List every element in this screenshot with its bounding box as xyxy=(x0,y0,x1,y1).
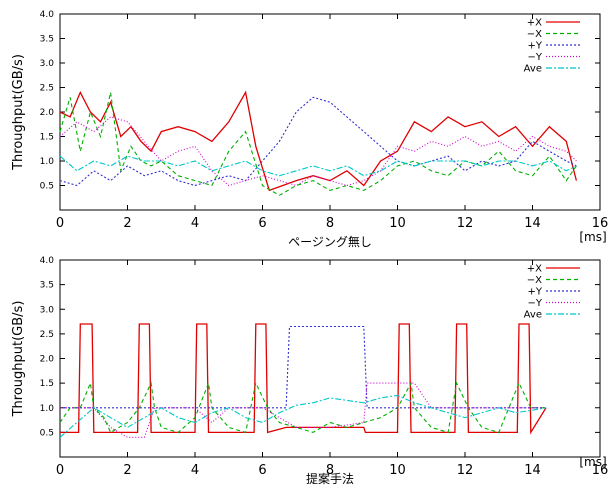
chart2-y-tick-label: 3.5 xyxy=(40,281,54,291)
chart1-legend-label-5: Ave xyxy=(524,64,542,75)
chart2-y-tick-label: 1.0 xyxy=(40,404,55,414)
chart2-series-line-3 xyxy=(60,325,546,409)
chart1-legend-label-4: −Y xyxy=(528,52,543,63)
chart2-legend-label-3: +Y xyxy=(528,287,543,298)
chart2-y-tick-label: 1.5 xyxy=(40,379,54,389)
chart2-legend-label-4: −Y xyxy=(528,298,543,309)
chart2-y-tick-label: 4.0 xyxy=(40,256,55,266)
chart1-y-tick-label: 4.0 xyxy=(40,10,55,20)
chart1-x-tick-label: 4 xyxy=(191,216,199,231)
chart2-y-tick-label: 2.5 xyxy=(40,330,54,340)
chart2-x-tick-label: 0 xyxy=(56,463,64,478)
chart1-x-tick-label: 8 xyxy=(326,216,334,231)
chart1-y-axis-label: Throughput(GB/s) xyxy=(11,54,26,171)
chart1-series-line-5 xyxy=(59,155,577,177)
chart1-x-tick-label: 14 xyxy=(524,216,541,231)
chart1-y-tick-label: 3.0 xyxy=(40,59,55,69)
chart1-y-tick-label: 2.5 xyxy=(40,84,54,94)
chart2-x-tick-label: 4 xyxy=(191,463,199,478)
chart1-legend-label-3: +Y xyxy=(528,41,543,52)
chart2-x-tick-label: 8 xyxy=(326,463,334,478)
chart2-y-axis-label: Throughput(GB/s) xyxy=(11,301,26,418)
chart2-y-tick-label: 0.5 xyxy=(40,428,54,438)
chart2-series-line-5 xyxy=(59,394,547,438)
chart2-x-tick-label: 6 xyxy=(258,463,266,478)
chart1-y-tick-label: 0.5 xyxy=(40,182,54,192)
chart2-x-tick-label: 12 xyxy=(457,463,474,478)
chart2-x-tick-label: 10 xyxy=(389,463,406,478)
chart1-series-line-4 xyxy=(59,116,577,187)
chart1-x-tick-label: 16 xyxy=(592,216,609,231)
chart1-legend-label-2: −X xyxy=(527,29,542,40)
chart1-y-tick-label: 3.5 xyxy=(40,35,54,45)
chart1-x-tick-label: 10 xyxy=(389,216,406,231)
chart1-series-line-3 xyxy=(59,96,577,187)
chart2-x-tick-label: 16 xyxy=(592,463,609,478)
chart2-series-line-2 xyxy=(59,380,546,434)
chart2-y-tick-label: 3.0 xyxy=(40,305,55,315)
chart2-x-axis-label: 提案手法 xyxy=(306,471,354,486)
chart1-x-tick-label: 12 xyxy=(457,216,474,231)
chart1-series-line-2 xyxy=(59,92,577,196)
chart2-legend-label-2: −X xyxy=(527,275,542,286)
chart1-legend-label-1: +X xyxy=(527,18,542,29)
chart1-y-tick-label: 1.0 xyxy=(40,157,55,167)
chart1-series-line-1 xyxy=(59,90,578,192)
chart1-x-tick-label: 6 xyxy=(258,216,266,231)
chart2-x-unit-label: [ms] xyxy=(579,455,606,469)
chart2-series-line-1 xyxy=(60,323,547,435)
chart1-y-tick-label: 1.5 xyxy=(40,133,54,143)
chart2-series-line-4 xyxy=(60,382,546,438)
chart2-y-tick-label: 2.0 xyxy=(40,355,55,365)
chart1-y-tick-label: 2.0 xyxy=(40,108,55,118)
chart1-x-axis-label: ページング無し xyxy=(288,234,372,249)
chart2-x-tick-label: 14 xyxy=(524,463,541,478)
chart2-legend-label-1: +X xyxy=(527,264,542,275)
chart1-x-tick-label: 2 xyxy=(123,216,131,231)
chart2-x-tick-label: 2 xyxy=(123,463,131,478)
chart2-legend-label-5: Ave xyxy=(524,310,542,321)
chart1-x-unit-label: [ms] xyxy=(579,230,606,244)
chart1-x-tick-label: 0 xyxy=(56,216,64,231)
